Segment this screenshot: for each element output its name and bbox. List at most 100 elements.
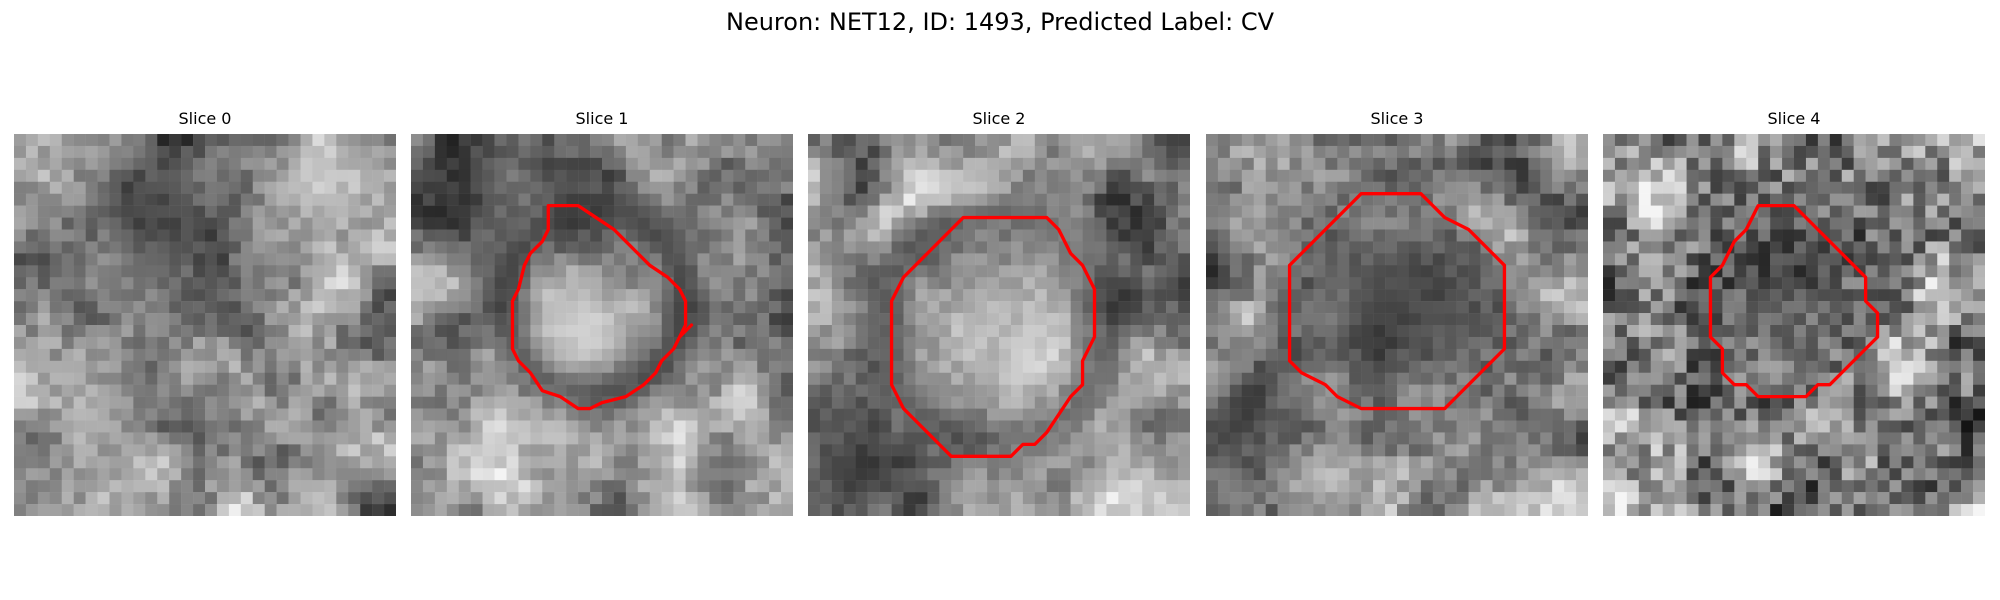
slice-4-pixel xyxy=(1817,360,1831,373)
slice-3-pixel xyxy=(1361,420,1374,433)
slice-3-pixel xyxy=(1408,432,1422,445)
slice-3-pixel xyxy=(1540,289,1553,302)
slice-2-pixel xyxy=(1034,229,1047,242)
slice-3-pixel xyxy=(1241,348,1254,362)
slice-3-pixel xyxy=(1516,277,1529,290)
slice-3-pixel xyxy=(1504,253,1517,266)
slice-1-pixel xyxy=(494,432,507,445)
slice-2-pixel xyxy=(999,432,1012,445)
slice-4-pixel xyxy=(1650,408,1663,421)
slice-3-pixel xyxy=(1504,444,1517,457)
slice-4-pixel xyxy=(1650,325,1663,338)
slice-3-pixel xyxy=(1289,336,1302,350)
slice-3-pixel xyxy=(1313,396,1326,409)
slice-2-pixel xyxy=(1118,157,1131,171)
slice-3-pixel xyxy=(1444,301,1457,314)
slice-0-pixel xyxy=(205,456,218,469)
slice-0-pixel xyxy=(264,396,277,409)
slice-4-pixel xyxy=(1758,408,1771,421)
slice-4-pixel xyxy=(1722,205,1735,218)
slice-4-pixel xyxy=(1722,420,1735,433)
slice-3-pixel xyxy=(1444,157,1457,171)
slice-0-pixel xyxy=(372,325,385,338)
slice-2-pixel xyxy=(915,360,928,373)
slice-0-pixel xyxy=(169,420,182,433)
slice-4-pixel xyxy=(1829,181,1842,194)
slice-3-pixel xyxy=(1361,265,1374,278)
slice-0-pixel xyxy=(228,181,242,194)
slice-2-pixel xyxy=(1178,157,1190,171)
slice-2-pixel xyxy=(903,384,916,397)
slice-3-pixel xyxy=(1480,181,1493,194)
slice-2-pixel xyxy=(927,217,940,230)
slice-0-pixel xyxy=(181,444,194,457)
slice-3-pixel xyxy=(1361,301,1374,314)
slice-2-contour xyxy=(889,215,1097,458)
slice-2-pixel xyxy=(939,325,952,338)
slice-0-pixel xyxy=(360,181,373,194)
slice-3-pixel xyxy=(1349,456,1362,469)
slice-2-pixel xyxy=(879,480,892,493)
slice-4-pixel xyxy=(1626,157,1640,171)
slice-1-pixel xyxy=(709,396,722,409)
slice-3-pixel xyxy=(1313,134,1326,147)
slice-1-pixel xyxy=(411,157,424,171)
slice-3-pixel xyxy=(1217,384,1231,397)
slice-4-pixel xyxy=(1662,336,1675,350)
slice-1-pixel xyxy=(590,360,603,373)
slice-4-pixel xyxy=(1973,336,1985,350)
slice-2-pixel xyxy=(999,480,1012,493)
slice-4-pixel xyxy=(1829,134,1842,147)
slice-1-pixel xyxy=(721,253,734,266)
slice-1-pixel xyxy=(530,229,543,242)
slice-3-pixel xyxy=(1217,348,1231,362)
slice-0-pixel xyxy=(240,205,253,218)
slice-4-pixel xyxy=(1674,336,1687,350)
slice-4-pixel xyxy=(1949,325,1962,338)
slice-3-pixel xyxy=(1229,348,1243,362)
slice-3-pixel xyxy=(1253,313,1266,326)
slice-3-pixel xyxy=(1528,336,1541,350)
slice-0-pixel xyxy=(312,492,325,505)
slice-3-pixel xyxy=(1528,241,1541,254)
slice-0-pixel xyxy=(360,301,373,314)
slice-1-pixel xyxy=(458,348,471,362)
slice-2-pixel xyxy=(975,134,988,147)
slice-3-pixel xyxy=(1337,265,1350,278)
slice-1-pixel xyxy=(649,205,662,218)
slice-0-pixel xyxy=(324,217,337,230)
slice-2-pixel xyxy=(975,420,988,433)
slice-0-pixel xyxy=(360,408,373,421)
slice-2-pixel xyxy=(939,205,952,218)
slice-4-pixel xyxy=(1865,372,1878,385)
slice-3-pixel xyxy=(1468,348,1481,362)
slice-2-pixel xyxy=(927,360,940,373)
slice-0-pixel xyxy=(205,348,218,362)
slice-1-pixel xyxy=(757,193,770,206)
slice-4-pixel xyxy=(1734,408,1747,421)
slice-1-pixel xyxy=(745,420,758,433)
slice-2-pixel xyxy=(1058,169,1071,182)
slice-2-pixel xyxy=(987,444,1000,457)
slice-3-pixel xyxy=(1289,145,1302,159)
slice-3-pixel xyxy=(1325,277,1338,290)
slice-4-pixel xyxy=(1638,384,1651,397)
slice-1-pixel xyxy=(637,205,650,218)
slice-2-pixel xyxy=(1154,492,1167,505)
slice-0-pixel xyxy=(25,348,39,362)
slice-4-pixel xyxy=(1710,420,1723,433)
slice-4-pixel xyxy=(1853,384,1866,397)
slice-0-pixel xyxy=(145,205,158,218)
slice-1-pixel xyxy=(781,360,793,373)
slice-1-pixel xyxy=(673,444,686,457)
slice-1-pixel xyxy=(518,456,531,469)
slice-4-pixel xyxy=(1805,289,1819,302)
slice-2-pixel xyxy=(1178,301,1190,314)
slice-3-pixel xyxy=(1349,265,1362,278)
slice-1-pixel xyxy=(542,193,555,206)
slice-0-pixel xyxy=(228,396,242,409)
slice-0-pixel xyxy=(288,444,301,457)
slice-2-pixel xyxy=(1130,384,1143,397)
slice-2-pixel xyxy=(939,432,952,445)
slice-0-pixel xyxy=(181,277,194,290)
